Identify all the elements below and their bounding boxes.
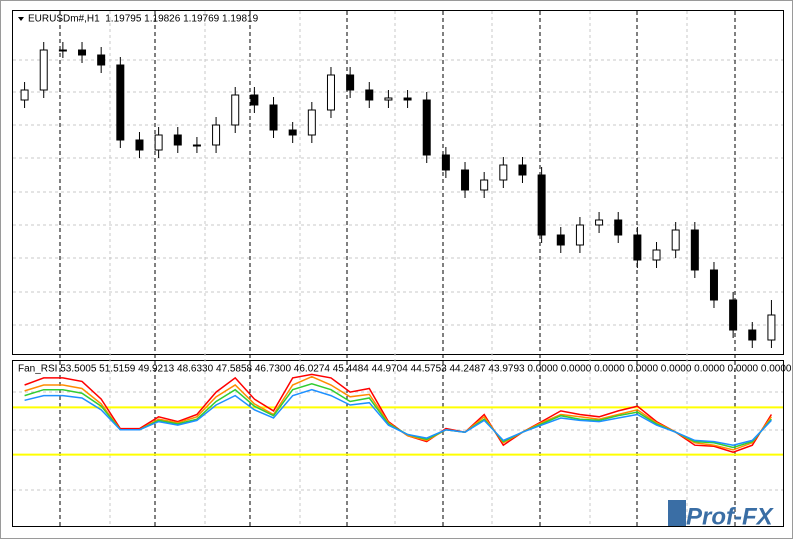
indicator-header: Fan_RSI 53.5005 51.5159 49.9213 48.6330 … [18,364,792,375]
watermark: Prof-FX [686,503,775,530]
candle-body [135,139,144,151]
candle-body [614,219,623,236]
candle-body [671,229,680,251]
candle-body [441,154,450,171]
candle-body [556,234,565,246]
candle-body [231,94,240,126]
candle-body [192,144,201,147]
watermark-logo: Prof-FX [668,500,775,530]
dropdown-arrow [18,17,24,21]
candle-body [78,49,87,56]
candle-body [422,99,431,156]
candle-body [346,74,355,91]
grid [13,11,783,526]
rsi-line [24,388,772,446]
candle-body [288,129,297,136]
candle-body [748,329,757,341]
candle-body [652,249,661,261]
candle-body [499,164,508,181]
candle-body [39,49,48,91]
candle-body [595,219,604,226]
price-header: EURUSDm#,H1 1.19795 1.19826 1.19769 1.19… [28,14,259,25]
candle-body [269,104,278,131]
candle-body [537,174,546,236]
candle-body [20,89,29,101]
candle-body [461,169,470,191]
candle-body [173,134,182,146]
candle-body [767,314,776,341]
candle-body [384,97,393,101]
indicator-panel [12,360,784,527]
candle-body [575,224,584,246]
price-panel [12,10,784,355]
candle-body [729,299,738,331]
period-separators [59,11,736,526]
candle-body [633,234,642,261]
candle-body [690,229,699,271]
candle-body [326,74,335,111]
candle-body [116,64,125,141]
candle-body [365,89,374,101]
candle-body [154,134,163,151]
candle-body [480,179,489,191]
candle-body [518,164,527,176]
candle-body [250,94,259,106]
candle-body [97,54,106,66]
candle-body [212,124,221,146]
candle-body [307,109,316,136]
candle-body [709,269,718,301]
candle-body [403,97,412,101]
candle-body [58,49,67,52]
